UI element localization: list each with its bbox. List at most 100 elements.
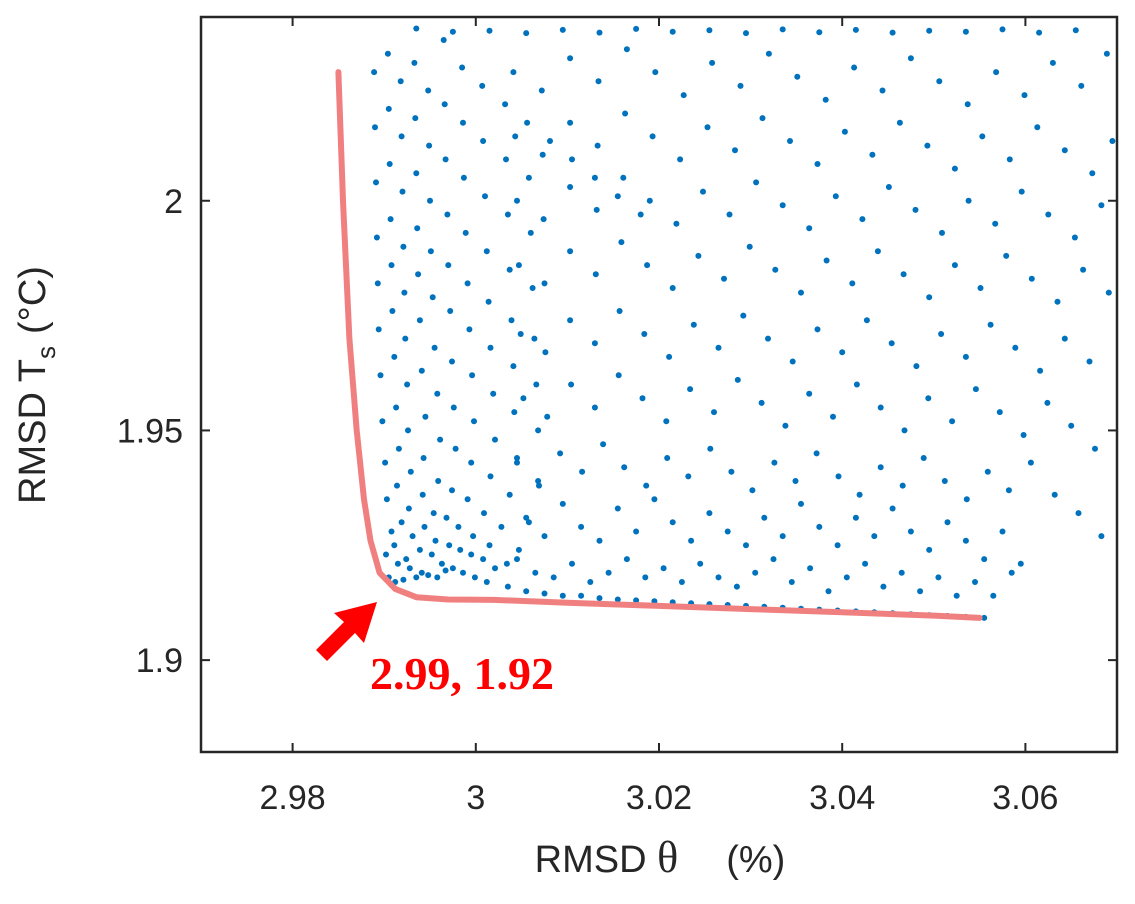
data-point: [620, 174, 627, 181]
data-point: [841, 128, 848, 135]
data-point: [460, 569, 466, 576]
data-point: [444, 211, 451, 218]
data-point: [660, 565, 667, 572]
data-point: [568, 381, 575, 388]
data-point: [1080, 266, 1087, 273]
data-point: [964, 101, 971, 108]
data-point: [663, 418, 670, 425]
data-point: [1045, 211, 1052, 218]
data-point: [962, 353, 969, 360]
data-point: [1008, 569, 1015, 576]
data-point: [490, 390, 497, 397]
data-point: [527, 229, 534, 236]
data-point: [1061, 147, 1068, 154]
data-point: [941, 478, 948, 484]
data-point: [851, 64, 858, 71]
data-point: [460, 119, 466, 126]
data-point: [721, 275, 727, 282]
data-point: [391, 542, 398, 549]
data-point: [431, 344, 438, 351]
data-point: [504, 583, 511, 590]
data-point: [782, 422, 789, 429]
data-point: [487, 344, 494, 351]
y-axis-title-subscript: s: [31, 346, 61, 359]
data-point: [926, 546, 933, 553]
data-point: [504, 211, 511, 218]
data-point: [639, 395, 646, 402]
data-point: [834, 542, 841, 549]
data-point: [407, 468, 414, 475]
data-point: [673, 220, 680, 227]
y-axis-title-unit: (°C): [12, 266, 54, 334]
data-point: [486, 542, 493, 549]
data-point: [806, 225, 813, 232]
data-point: [1086, 358, 1093, 365]
data-point: [900, 271, 907, 278]
data-point: [614, 596, 621, 603]
data-point: [690, 321, 697, 328]
data-point: [944, 519, 951, 526]
data-point: [487, 473, 494, 480]
data-point: [697, 560, 704, 567]
data-point: [371, 69, 378, 76]
data-point: [993, 69, 1000, 76]
data-point: [651, 496, 658, 503]
data-point: [737, 82, 744, 89]
data-point: [761, 514, 768, 521]
data-point: [856, 491, 863, 498]
data-point: [547, 138, 553, 144]
data-point: [438, 560, 445, 567]
data-point: [559, 500, 566, 507]
data-point: [567, 55, 574, 62]
data-point: [1020, 432, 1027, 438]
data-point: [481, 510, 487, 517]
data-point: [466, 326, 473, 333]
data-point: [480, 556, 487, 563]
data-point: [752, 569, 759, 576]
data-point: [377, 372, 384, 379]
data-point: [664, 455, 671, 461]
data-point: [468, 459, 475, 466]
x-axis-title: RMSD θ (%): [535, 833, 786, 882]
y-axis: 1.9 1.95 2: [117, 183, 1117, 680]
data-point: [749, 487, 756, 494]
data-point: [877, 404, 884, 411]
data-point: [825, 588, 832, 595]
data-point: [512, 133, 519, 140]
data-point: [420, 455, 427, 461]
data-point: [822, 96, 829, 103]
data-point: [567, 248, 574, 255]
data-point: [920, 455, 927, 461]
data-point: [437, 436, 444, 443]
data-point: [641, 331, 648, 337]
data-point: [849, 280, 856, 287]
data-point: [680, 92, 687, 99]
data-point: [951, 262, 958, 269]
data-point: [600, 441, 607, 448]
data-point: [375, 326, 382, 333]
data-point: [907, 528, 914, 535]
data-point: [510, 69, 517, 76]
data-point: [687, 386, 694, 393]
data-point: [398, 133, 405, 140]
data-point: [939, 229, 945, 236]
data-point: [813, 450, 820, 457]
data-point: [753, 179, 760, 186]
data-point: [400, 576, 407, 583]
data-point: [715, 574, 722, 581]
data-point: [1105, 289, 1112, 296]
data-point: [726, 211, 733, 218]
data-point: [743, 542, 749, 549]
data-point: [765, 335, 771, 342]
data-point: [979, 133, 986, 140]
data-point: [1028, 275, 1035, 282]
data-point: [732, 147, 738, 154]
data-point: [403, 556, 410, 563]
data-point: [1061, 335, 1068, 342]
data-point: [605, 569, 612, 576]
x-axis: 2.98 3 3.02 3.04 3.06: [260, 17, 1058, 817]
data-point: [464, 280, 471, 287]
data-point: [1092, 445, 1098, 452]
data-point: [963, 496, 970, 503]
data-point: [981, 556, 988, 563]
